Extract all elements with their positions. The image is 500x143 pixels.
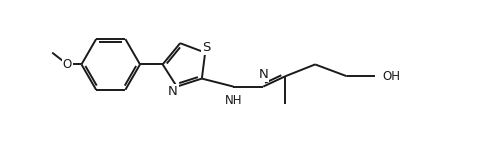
Text: OH: OH <box>382 70 400 83</box>
Text: O: O <box>62 58 72 71</box>
Text: N: N <box>258 68 268 81</box>
Text: N: N <box>168 85 178 98</box>
Text: S: S <box>202 41 210 54</box>
Text: NH: NH <box>224 94 242 107</box>
